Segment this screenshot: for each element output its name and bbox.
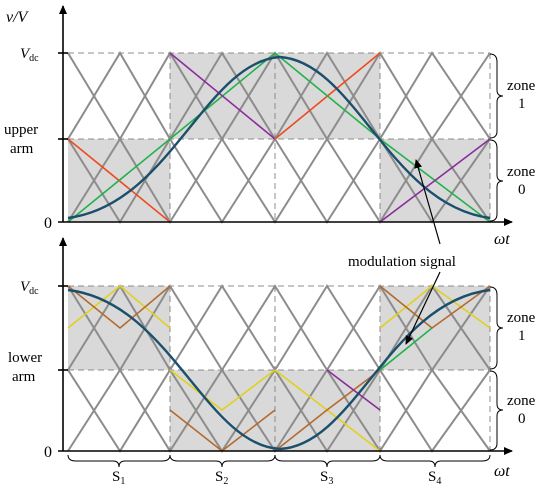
upper-axes (58, 5, 513, 226)
upper-omega-t-label: ωt (494, 231, 510, 248)
upper-arm-label-2: arm (10, 141, 34, 157)
upper-vdc-label: Vdc (20, 46, 39, 64)
text-labels: v/V Vdc 0 upper arm ωt zone 1 zone 0 mod… (4, 9, 536, 487)
lower-axes (58, 237, 513, 455)
upper-zone0-num: 0 (518, 182, 526, 198)
upper-modulation-signal (67, 55, 491, 220)
sector-label-s4: S4 (428, 469, 441, 487)
lower-yellow-s1a (67, 284, 171, 329)
lower-panel (58, 237, 513, 468)
lower-arm-label-1: lower (8, 350, 42, 366)
modulation-signal-label: modulation signal (348, 254, 456, 270)
upper-arm-label-1: upper (4, 122, 38, 138)
lower-zone1-word: zone (507, 310, 536, 326)
upper-purple-s4 (379, 138, 491, 223)
lower-zone-braces (489, 286, 504, 451)
modulation-arrows (405, 159, 441, 345)
lower-arm-label-2: arm (12, 369, 36, 385)
arrow-to-upper-signal (414, 159, 441, 245)
lower-yellow-s2 (169, 369, 276, 412)
lower-shading (68, 286, 490, 451)
lower-zone0-num: 0 (518, 411, 526, 427)
arrow-to-lower-signal (405, 271, 441, 345)
upper-zone1-num: 1 (518, 96, 526, 112)
sector-label-s2: S2 (215, 469, 228, 487)
upper-colored (67, 52, 491, 223)
lower-zero-label: 0 (44, 444, 52, 461)
sector-label-s1: S1 (112, 469, 125, 487)
lower-zone1-num: 1 (518, 328, 526, 344)
upper-panel (58, 5, 513, 226)
upper-purple-s2 (169, 52, 276, 140)
lower-yellow-s4 (379, 284, 491, 329)
y-axis-label: v/V (6, 9, 30, 26)
lower-omega-t-label: ωt (494, 463, 510, 480)
lower-brown-s3 (274, 369, 381, 452)
upper-zero-label: 0 (44, 215, 52, 232)
upper-zone-braces (489, 53, 504, 222)
upper-zone0-word: zone (507, 164, 536, 180)
sector-label-s3: S3 (320, 469, 333, 487)
sector-braces (67, 454, 491, 468)
upper-zone1-word: zone (507, 78, 536, 94)
lower-zone0-word: zone (507, 393, 536, 409)
upper-green-s3 (274, 52, 381, 140)
upper-green-s1 (67, 138, 171, 223)
lower-vdc-label: Vdc (20, 279, 39, 297)
lower-purple-s3 (326, 369, 381, 411)
lower-brown-s1 (67, 285, 171, 330)
lower-modulation-signal (67, 288, 491, 451)
lower-green-s4 (379, 327, 433, 371)
